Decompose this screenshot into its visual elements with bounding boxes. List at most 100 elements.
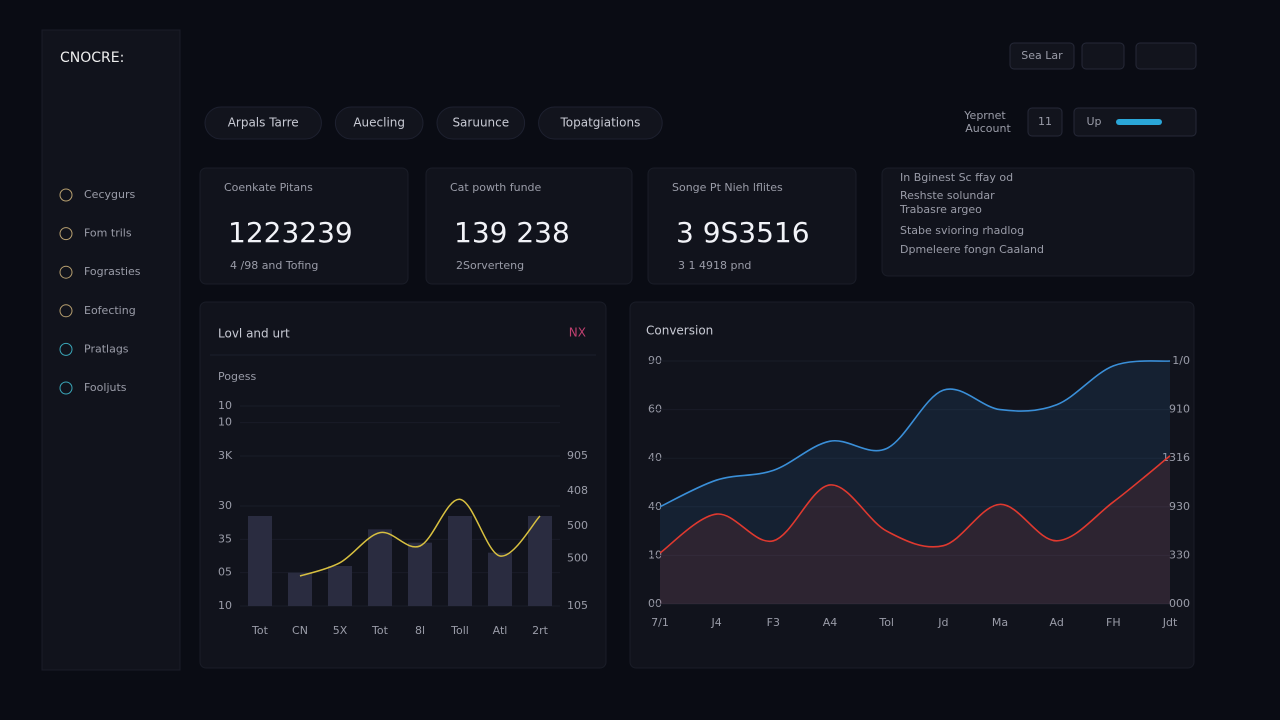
nav-item[interactable]: Cecygurs bbox=[84, 188, 135, 201]
y-tick-label: 10 bbox=[218, 399, 232, 412]
y2-tick-label: 000 bbox=[1169, 597, 1190, 610]
y2-tick-label: 105 bbox=[567, 599, 588, 612]
y2-tick-label: 1316 bbox=[1162, 451, 1190, 464]
kpi-title: Coenkate Pitans bbox=[224, 181, 313, 194]
counter[interactable] bbox=[1027, 107, 1063, 137]
nav-item[interactable]: Fograsties bbox=[84, 265, 141, 278]
nav-item[interactable]: Eofecting bbox=[84, 304, 136, 317]
x-tick-label: 7/1 bbox=[651, 616, 669, 629]
x-tick-label: Tot bbox=[371, 624, 389, 637]
y2-tick-label: 1/0 bbox=[1172, 354, 1190, 367]
bar bbox=[368, 529, 392, 606]
bar bbox=[488, 552, 512, 606]
nav-icon bbox=[59, 381, 73, 395]
status-label: Up bbox=[1086, 115, 1101, 128]
sidebar bbox=[41, 29, 181, 671]
y-tick-label: 05 bbox=[218, 566, 232, 579]
kpi-card bbox=[425, 167, 633, 285]
x-tick-label: Ad bbox=[1050, 616, 1064, 629]
tab[interactable] bbox=[538, 106, 663, 140]
kpi-title: Songe Pt Nieh lflites bbox=[672, 181, 783, 194]
kpi-value: 1223239 bbox=[228, 216, 353, 249]
tab[interactable] bbox=[204, 106, 322, 140]
status-bar bbox=[1116, 119, 1162, 125]
kpi-card bbox=[199, 167, 409, 285]
y2-tick-label: 910 bbox=[1169, 403, 1190, 416]
nav-item[interactable]: Fom trils bbox=[84, 227, 132, 240]
nav-item[interactable]: Fooljuts bbox=[84, 381, 127, 394]
x-tick-label: A4 bbox=[823, 616, 838, 629]
y-tick-label: 3K bbox=[218, 449, 233, 462]
account-label: Yeprnet bbox=[963, 109, 1006, 122]
y2-tick-label: 500 bbox=[567, 519, 588, 532]
x-tick-label: FH bbox=[1106, 616, 1121, 629]
counter-label: 11 bbox=[1038, 115, 1052, 128]
notes-line: Reshste solundar bbox=[900, 189, 995, 202]
x-tick-label: Jd bbox=[937, 616, 948, 629]
chart-card bbox=[199, 301, 607, 669]
kpi-card bbox=[647, 167, 857, 285]
y2-tick-label: 500 bbox=[567, 552, 588, 565]
x-tick-label: CN bbox=[292, 624, 308, 637]
line bbox=[659, 455, 1171, 554]
bar bbox=[248, 516, 272, 606]
x-tick-label: F3 bbox=[767, 616, 780, 629]
x-tick-label: Tol bbox=[878, 616, 894, 629]
kpi-title: Cat powth funde bbox=[450, 181, 542, 194]
y2-tick-label: 330 bbox=[1169, 548, 1190, 561]
notes-line: Trabasre argeo bbox=[899, 203, 982, 216]
bar bbox=[328, 566, 352, 606]
notes-line: Stabe svioring rhadlog bbox=[900, 224, 1024, 237]
icon-button[interactable] bbox=[1081, 42, 1125, 70]
notes-line: Dpmeleere fongn Caaland bbox=[900, 243, 1044, 256]
x-tick-label: J4 bbox=[711, 616, 722, 629]
nav-item[interactable]: Pratlags bbox=[84, 342, 129, 355]
x-tick-label: Tot bbox=[251, 624, 269, 637]
tab-label: Auecling bbox=[353, 116, 405, 130]
nav-icon bbox=[59, 227, 73, 241]
notes-title: In Bginest Sc ffay od bbox=[900, 171, 1013, 184]
area-fill bbox=[660, 455, 1170, 604]
button[interactable] bbox=[1009, 42, 1075, 70]
tab[interactable] bbox=[334, 106, 424, 140]
account-label: Aucount bbox=[965, 122, 1011, 135]
y2-tick-label: 930 bbox=[1169, 500, 1190, 513]
header-actions: Sea Lar Yeprnet Aucount 11 Up bbox=[963, 42, 1197, 137]
line bbox=[659, 360, 1171, 508]
x-tick-label: 2rt bbox=[532, 624, 549, 637]
y-tick-label: 10 bbox=[218, 416, 232, 429]
chart-title: Conversion bbox=[646, 324, 713, 338]
chart-subtitle: Pogess bbox=[218, 370, 256, 383]
nav-icon bbox=[59, 265, 73, 279]
x-tick-label: Atl bbox=[493, 624, 508, 637]
x-tick-label: 5X bbox=[333, 624, 348, 637]
y2-tick-label: 408 bbox=[567, 484, 588, 497]
nav-icon bbox=[59, 342, 73, 356]
y-tick-label: 35 bbox=[218, 532, 232, 545]
bar bbox=[448, 516, 472, 606]
icon-button[interactable] bbox=[1135, 42, 1197, 70]
area-fill bbox=[660, 360, 1170, 604]
bar bbox=[408, 542, 432, 606]
legend: NX bbox=[569, 326, 586, 340]
bar bbox=[528, 516, 552, 606]
chart-title: Lovl and urt bbox=[218, 327, 290, 341]
tab-label: Saruunce bbox=[452, 116, 509, 130]
x-tick-label: Toll bbox=[450, 624, 469, 637]
x-tick-label: 8l bbox=[415, 624, 425, 637]
kpi-sub: 3 1 4918 pnd bbox=[678, 259, 751, 272]
kpi-sub: 2Sorverteng bbox=[456, 259, 524, 272]
tab[interactable] bbox=[436, 106, 526, 140]
bar bbox=[288, 572, 312, 606]
chart-card bbox=[629, 301, 1195, 669]
tab-label: Arpals Tarre bbox=[228, 116, 299, 130]
button-label: Sea Lar bbox=[1021, 49, 1063, 62]
kpi-value: 139 238 bbox=[454, 216, 570, 249]
tab-label: Topatgiations bbox=[559, 116, 640, 130]
brand: CNOCRE: bbox=[60, 50, 124, 66]
nav-icon bbox=[59, 188, 73, 202]
y2-tick-label: 905 bbox=[567, 449, 588, 462]
kpi-sub: 4 /98 and Tofing bbox=[230, 259, 318, 272]
line bbox=[299, 498, 541, 577]
